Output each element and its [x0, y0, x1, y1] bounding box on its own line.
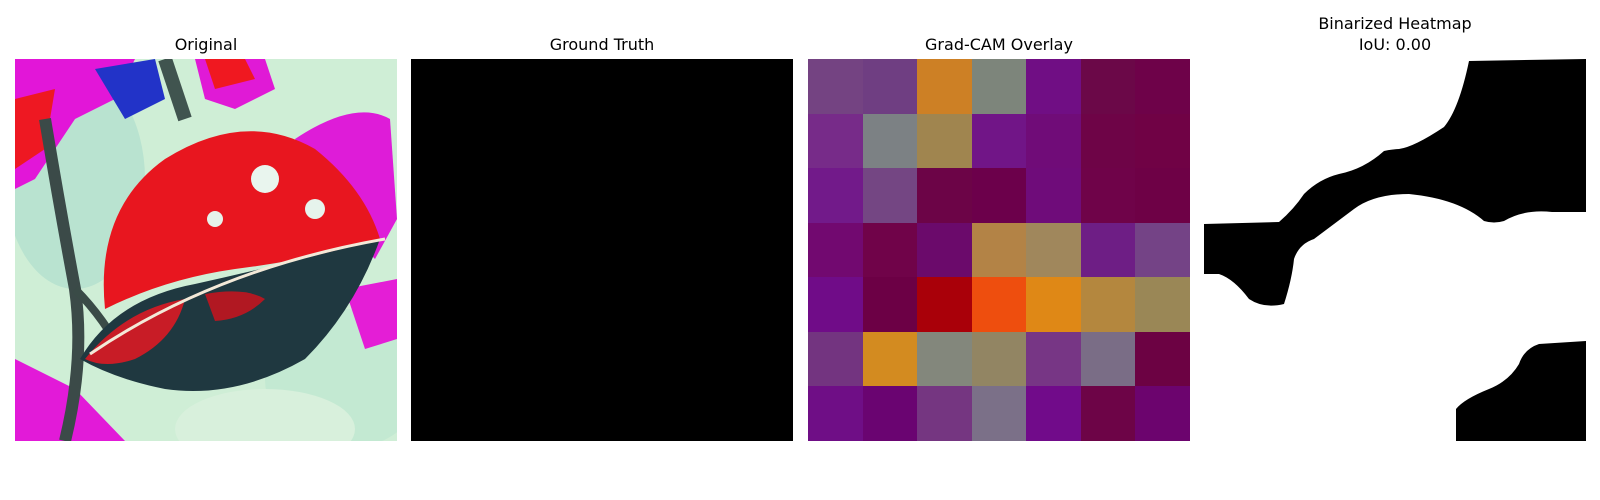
gradcam-overlay [808, 59, 1190, 441]
gradcam-cell [1026, 331, 1081, 387]
gradcam-cell [1135, 331, 1190, 387]
gradcam-cell [1026, 277, 1081, 332]
ground-truth-mask [411, 59, 793, 441]
panel-title-gradcam-overlay: Grad-CAM Overlay [925, 35, 1073, 54]
gradcam-cell [1080, 331, 1136, 387]
gradcam-cell [917, 168, 972, 223]
gradcam-cell [1026, 168, 1081, 223]
gradcam-cell [971, 59, 1027, 114]
gradcam-cell [808, 331, 863, 387]
gradcam-cell [808, 277, 863, 332]
gradcam-cell [862, 59, 918, 114]
gradcam-cell [917, 277, 972, 332]
binarized-heatmap [1204, 59, 1586, 441]
gradcam-cell [971, 113, 1027, 169]
gradcam-cell [862, 277, 918, 332]
panel-title-original: Original [174, 35, 238, 54]
gradcam-cell [1135, 386, 1190, 441]
gradcam-cell [971, 386, 1027, 441]
gradcam-cell [1135, 168, 1190, 223]
gradcam-grid [808, 59, 1190, 441]
gradcam-cell [917, 222, 972, 278]
gradcam-cell [1135, 277, 1190, 332]
gradcam-cell [862, 222, 918, 278]
gradcam-cell [1135, 222, 1190, 278]
gradcam-cell [1080, 168, 1136, 223]
gradcam-cell [808, 222, 863, 278]
gradcam-cell [808, 386, 863, 441]
gradcam-cell [1135, 59, 1190, 114]
gradcam-cell [971, 168, 1027, 223]
gradcam-cell [862, 331, 918, 387]
panel-title-ground-truth: Ground Truth [549, 35, 655, 54]
gradcam-cell [971, 331, 1027, 387]
gradcam-cell [1080, 222, 1136, 278]
gradcam-cell [1080, 59, 1136, 114]
gradcam-cell [1135, 113, 1190, 169]
gradcam-cell [808, 59, 863, 114]
gradcam-cell [917, 59, 972, 114]
gradcam-cell [1026, 222, 1081, 278]
panel-title-binarized-heatmap: Binarized Heatmap IoU: 0.00 [1318, 14, 1472, 54]
gradcam-cell [1080, 113, 1136, 169]
gradcam-cell [1026, 59, 1081, 114]
gradcam-cell [971, 222, 1027, 278]
gradcam-cell [971, 277, 1027, 332]
gradcam-cell [1026, 386, 1081, 441]
gradcam-cell [1080, 277, 1136, 332]
gradcam-cell [862, 386, 918, 441]
gradcam-cell [808, 113, 863, 169]
gradcam-cell [808, 168, 863, 223]
gradcam-cell [1080, 386, 1136, 441]
original-image [15, 59, 397, 441]
gradcam-cell [1026, 113, 1081, 169]
gradcam-cell [862, 113, 918, 169]
gradcam-cell [917, 113, 972, 169]
gradcam-cell [862, 168, 918, 223]
gradcam-cell [917, 331, 972, 387]
gradcam-cell [917, 386, 972, 441]
